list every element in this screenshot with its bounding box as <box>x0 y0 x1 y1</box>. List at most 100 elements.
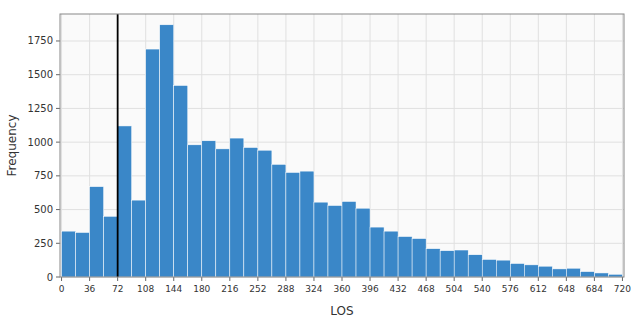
x-tick <box>285 277 286 281</box>
y-tick-label: 0 <box>47 272 53 283</box>
histogram-bar <box>468 255 482 277</box>
x-grid-line <box>454 14 455 277</box>
histogram-bar <box>426 249 440 277</box>
y-tick-label: 1000 <box>28 137 53 148</box>
reference-line <box>117 14 119 277</box>
chart-container: 0250500750100012501500175003672108144180… <box>0 0 640 325</box>
x-tick <box>566 277 567 281</box>
x-tick <box>117 277 118 281</box>
x-tick-label: 216 <box>221 284 238 294</box>
y-tick <box>56 277 60 278</box>
x-tick-label: 72 <box>112 284 123 294</box>
histogram-bar <box>384 231 398 277</box>
histogram-bar <box>398 237 412 277</box>
x-tick-label: 288 <box>277 284 294 294</box>
histogram-bar <box>230 138 244 277</box>
x-tick-label: 324 <box>305 284 322 294</box>
histogram-bar <box>272 164 286 277</box>
x-grid-line <box>538 14 539 277</box>
histogram-bar <box>216 149 230 277</box>
x-tick-label: 144 <box>165 284 182 294</box>
histogram-bar <box>510 264 524 277</box>
x-tick <box>454 277 455 281</box>
y-tick-label: 1250 <box>28 103 53 114</box>
bars <box>62 14 623 277</box>
x-tick <box>173 277 174 281</box>
histogram-bar <box>314 202 328 277</box>
histogram-bar <box>300 171 314 277</box>
x-tick-label: 180 <box>193 284 210 294</box>
y-axis-label: Frequency <box>5 115 19 177</box>
x-tick-label: 540 <box>474 284 491 294</box>
y-tick <box>56 108 60 109</box>
x-tick-label: 468 <box>418 284 435 294</box>
histogram-bar <box>370 227 384 277</box>
x-tick-label: 612 <box>530 284 547 294</box>
x-tick-label: 360 <box>333 284 350 294</box>
histogram-bar <box>202 141 216 277</box>
histogram-bar <box>104 216 118 277</box>
x-tick <box>426 277 427 281</box>
y-tick-label: 750 <box>34 170 53 181</box>
histogram-bar <box>566 268 580 277</box>
histogram-bar <box>174 85 188 277</box>
histogram-bar <box>552 269 566 277</box>
x-tick-label: 0 <box>59 284 65 294</box>
histogram-bar <box>188 145 202 277</box>
histogram-bar <box>342 201 356 277</box>
x-tick <box>342 277 343 281</box>
histogram-bar <box>496 260 510 277</box>
x-grid-line <box>426 14 427 277</box>
grid <box>60 14 624 277</box>
y-tick-label: 1500 <box>28 69 53 80</box>
x-tick <box>510 277 511 281</box>
histogram-bar <box>524 265 538 277</box>
x-tick <box>257 277 258 281</box>
y-tick-label: 500 <box>34 204 53 215</box>
x-tick <box>398 277 399 281</box>
histogram-bar <box>594 273 608 277</box>
x-tick <box>370 277 371 281</box>
histogram-bar <box>146 49 160 277</box>
x-tick <box>313 277 314 281</box>
histogram-bar <box>412 239 426 277</box>
x-tick-label: 684 <box>586 284 603 294</box>
x-tick <box>538 277 539 281</box>
histogram-bar <box>286 172 300 277</box>
y-tick <box>56 40 60 41</box>
histogram-bar <box>76 232 90 277</box>
histogram-bar <box>90 187 104 277</box>
x-tick <box>201 277 202 281</box>
x-tick <box>594 277 595 281</box>
x-grid-line <box>117 14 118 277</box>
y-tick-label: 250 <box>34 238 53 249</box>
x-tick-label: 36 <box>84 284 96 294</box>
x-tick <box>89 277 90 281</box>
histogram-bar <box>62 231 76 277</box>
x-tick-label: 432 <box>389 284 406 294</box>
x-grid-line <box>566 14 567 277</box>
y-tick <box>56 209 60 210</box>
x-tick <box>482 277 483 281</box>
chart-svg: 0250500750100012501500175003672108144180… <box>0 0 640 325</box>
histogram-bar <box>580 272 594 277</box>
x-grid-line <box>510 14 511 277</box>
histogram-bar <box>160 25 174 277</box>
x-tick-label: 108 <box>137 284 154 294</box>
x-axis-label: LOS <box>330 304 353 318</box>
plot-frame <box>60 14 624 277</box>
plot-background <box>60 14 624 277</box>
x-tick <box>145 277 146 281</box>
histogram-bar <box>538 266 552 277</box>
histogram-bar <box>440 251 454 277</box>
x-grid-line <box>482 14 483 277</box>
histogram-bar <box>482 259 496 277</box>
histogram-bar <box>258 150 272 277</box>
x-tick <box>229 277 230 281</box>
y-tick <box>56 74 60 75</box>
histogram-bar <box>132 200 146 277</box>
x-tick-label: 648 <box>558 284 575 294</box>
x-tick-label: 504 <box>446 284 463 294</box>
x-grid-line <box>622 14 623 277</box>
y-tick <box>56 243 60 244</box>
